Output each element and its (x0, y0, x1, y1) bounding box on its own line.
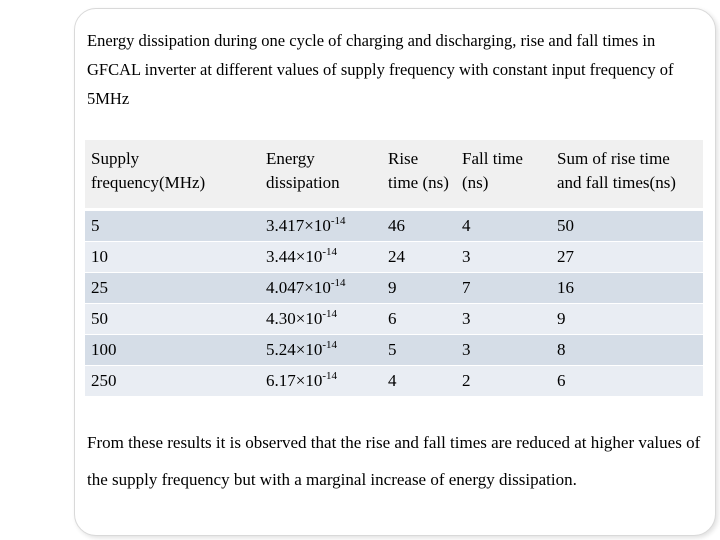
slide-heading: Energy dissipation during one cycle of c… (87, 31, 674, 108)
energy-mantissa: 5.24×10 (266, 339, 323, 359)
cell-sum: 8 (551, 333, 703, 365)
cell-supply: 10 (85, 240, 260, 272)
header-energy-dissipation: Energy dissipation (260, 140, 382, 211)
energy-mantissa: 6.17×10 (266, 370, 323, 390)
table-header-row: Supply frequency(MHz) Energy dissipation… (85, 140, 703, 211)
energy-exponent: -14 (322, 307, 338, 320)
cell-energy: 4.047×10-14 (260, 271, 382, 303)
energy-exponent: -14 (322, 369, 338, 382)
table-row: 100 5.24×10-14 5 3 8 (85, 333, 703, 365)
cell-rise: 5 (382, 333, 456, 365)
cell-energy: 6.17×10-14 (260, 364, 382, 396)
cell-supply: 25 (85, 271, 260, 303)
cell-sum: 9 (551, 302, 703, 334)
table-row: 5 3.417×10-14 46 4 50 (85, 208, 703, 241)
cell-sum: 50 (551, 208, 703, 241)
cell-fall: 2 (456, 364, 551, 396)
cell-energy: 3.417×10-14 (260, 208, 382, 241)
cell-energy: 5.24×10-14 (260, 333, 382, 365)
cell-supply: 50 (85, 302, 260, 334)
cell-supply: 100 (85, 333, 260, 365)
energy-exponent: -14 (330, 276, 346, 289)
cell-sum: 27 (551, 240, 703, 272)
cell-sum: 16 (551, 271, 703, 303)
header-rise-time: Rise time (ns) (382, 140, 456, 211)
cell-rise: 6 (382, 302, 456, 334)
header-sum-times: Sum of rise time and fall times(ns) (551, 140, 703, 211)
cell-supply: 250 (85, 364, 260, 396)
cell-fall: 3 (456, 302, 551, 334)
table-row: 25 4.047×10-14 9 7 16 (85, 271, 703, 303)
cell-rise: 9 (382, 271, 456, 303)
table-row: 50 4.30×10-14 6 3 9 (85, 302, 703, 334)
table-row: 10 3.44×10-14 24 3 27 (85, 240, 703, 272)
cell-rise: 46 (382, 208, 456, 241)
energy-exponent: -14 (322, 338, 338, 351)
header-fall-time: Fall time (ns) (456, 140, 551, 211)
cell-fall: 3 (456, 333, 551, 365)
energy-exponent: -14 (330, 214, 346, 227)
conclusion-text: From these results it is observed that t… (87, 433, 701, 489)
cell-rise: 4 (382, 364, 456, 396)
cell-fall: 7 (456, 271, 551, 303)
energy-mantissa: 4.047×10 (266, 277, 331, 297)
energy-exponent: -14 (322, 245, 338, 258)
cell-energy: 3.44×10-14 (260, 240, 382, 272)
energy-mantissa: 4.30×10 (266, 308, 323, 328)
energy-mantissa: 3.417×10 (266, 215, 331, 235)
cell-rise: 24 (382, 240, 456, 272)
table-row: 250 6.17×10-14 4 2 6 (85, 364, 703, 396)
results-table: Supply frequency(MHz) Energy dissipation… (85, 140, 703, 396)
cell-sum: 6 (551, 364, 703, 396)
header-supply-frequency: Supply frequency(MHz) (85, 140, 260, 211)
cell-fall: 4 (456, 208, 551, 241)
cell-fall: 3 (456, 240, 551, 272)
energy-mantissa: 3.44×10 (266, 246, 323, 266)
cell-supply: 5 (85, 208, 260, 241)
cell-energy: 4.30×10-14 (260, 302, 382, 334)
